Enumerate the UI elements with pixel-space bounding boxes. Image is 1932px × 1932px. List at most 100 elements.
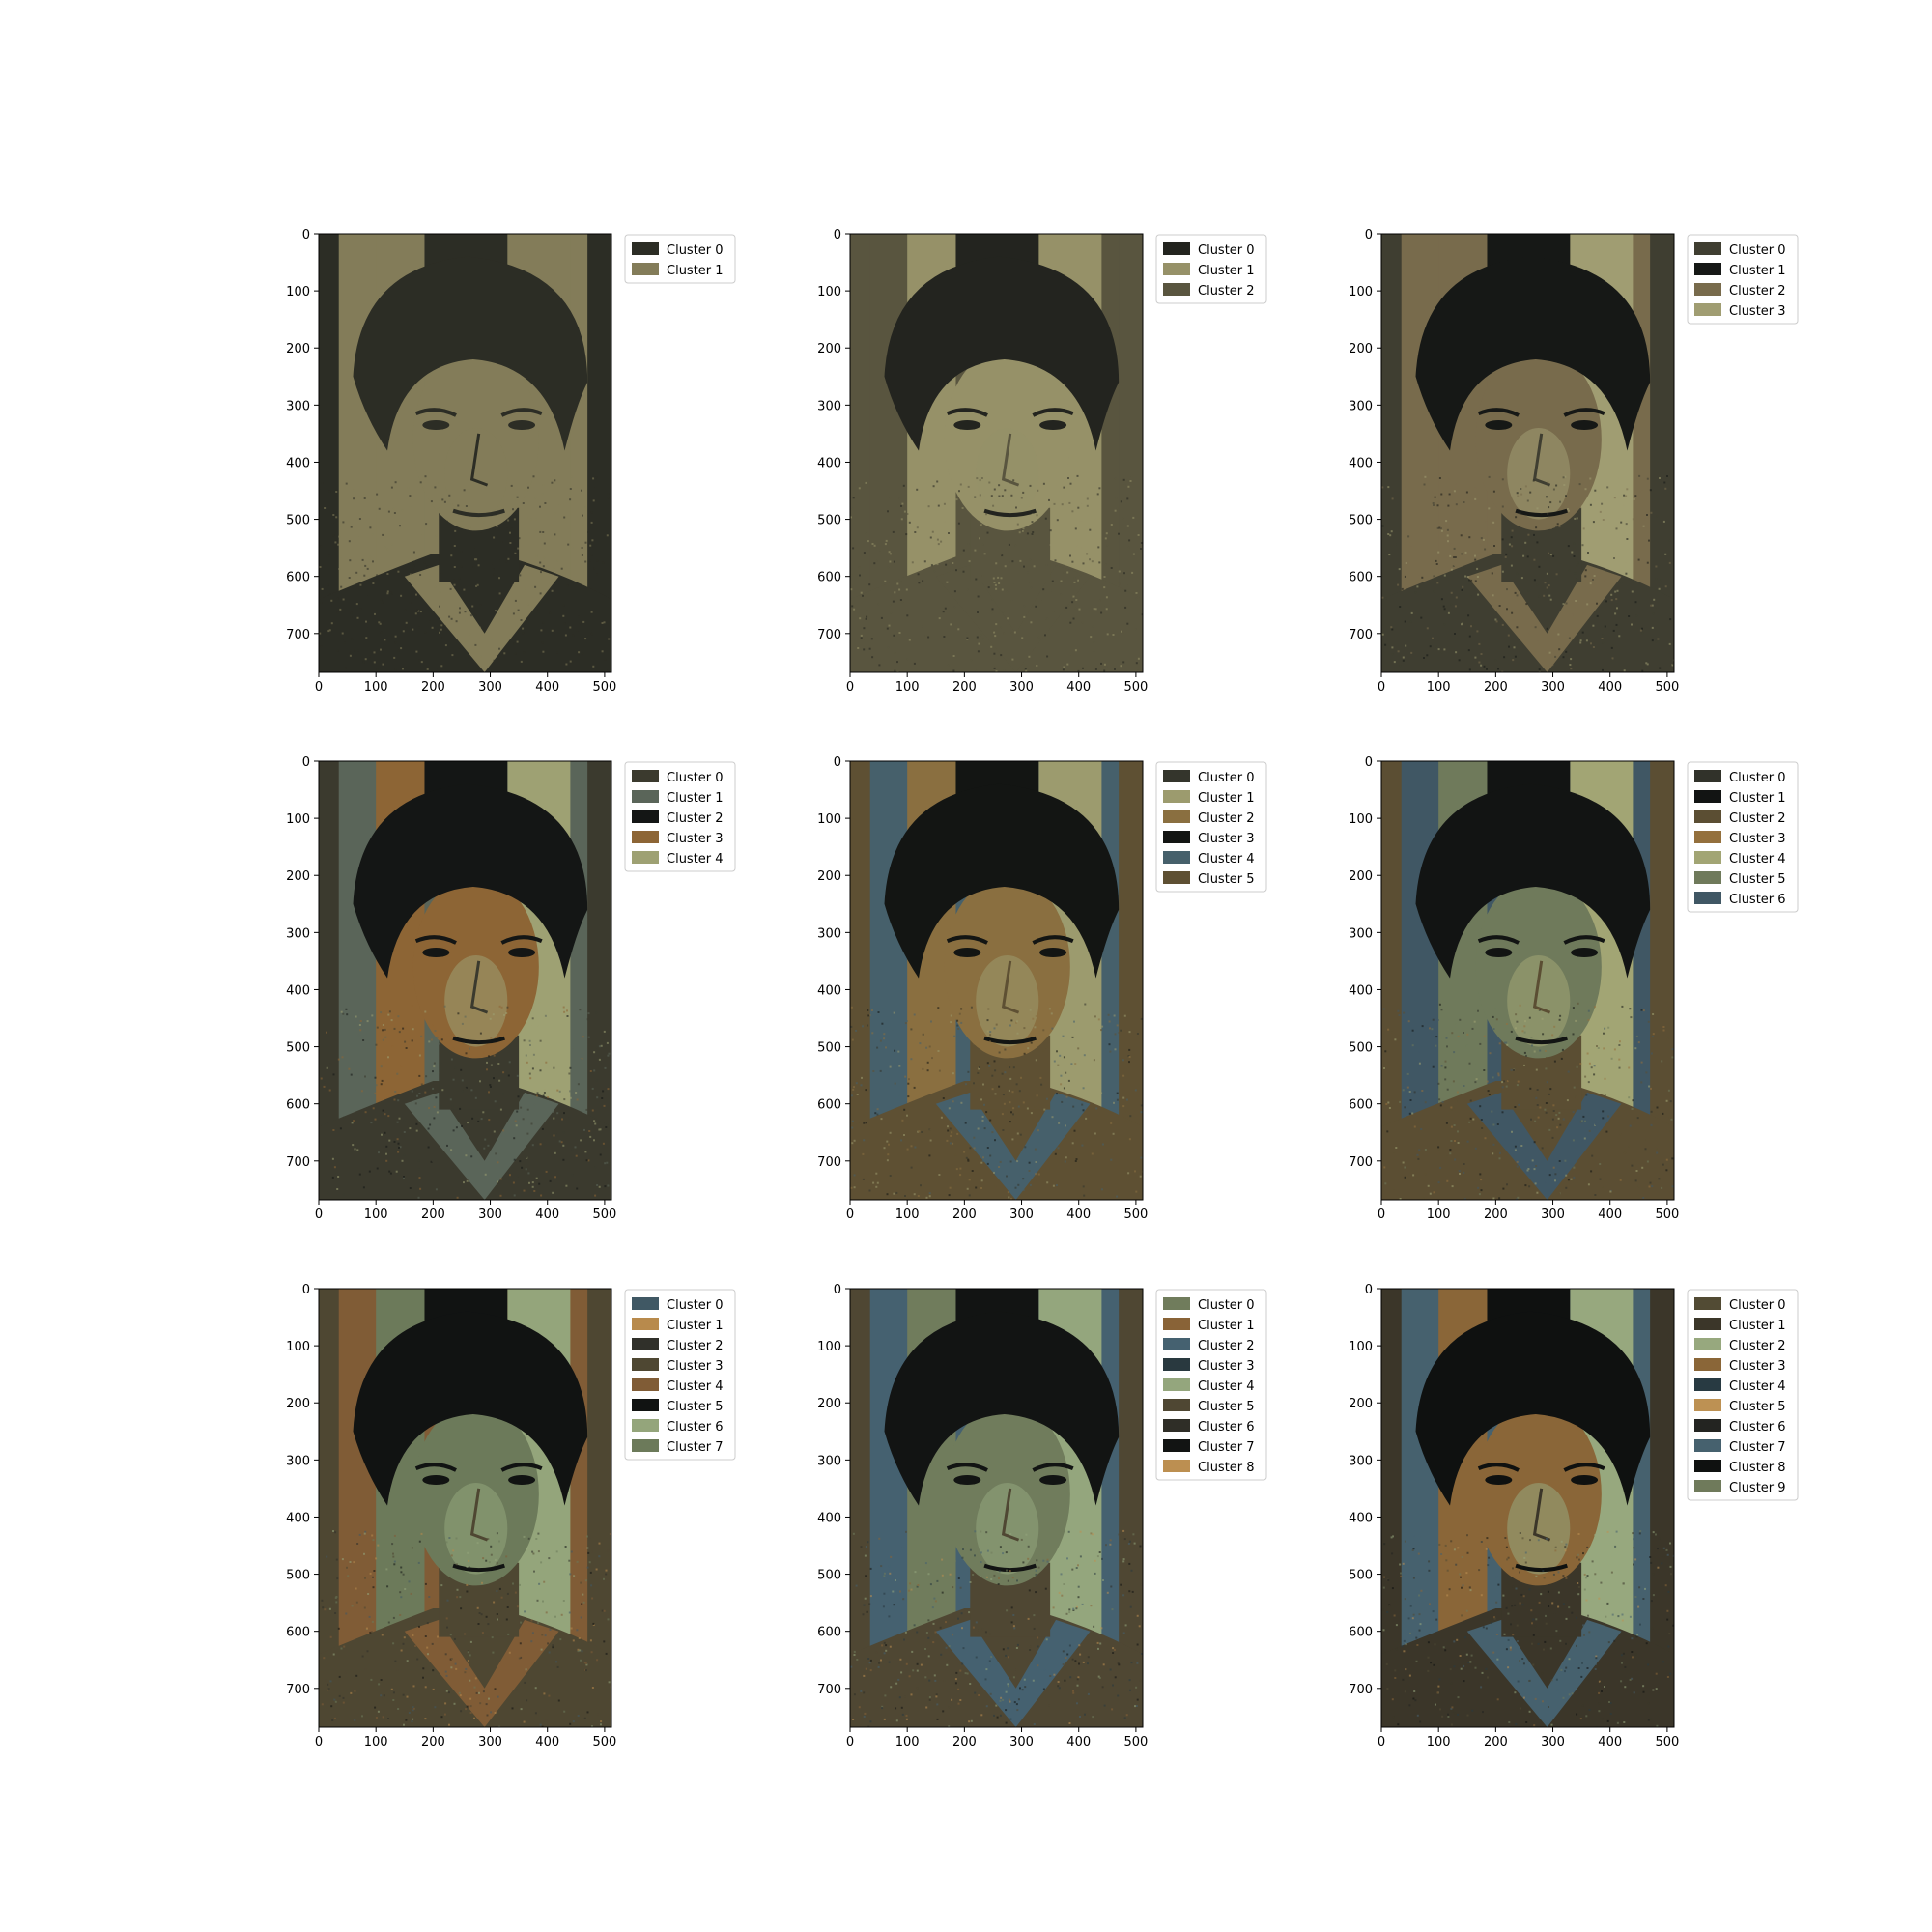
legend-swatch: [632, 1358, 659, 1371]
y-tick-label: 600: [286, 571, 310, 585]
quantized-image: [850, 234, 1143, 672]
x-tick-label: 400: [535, 1208, 559, 1222]
legend-swatch: [1163, 283, 1190, 296]
x-tick-label: 300: [1009, 1735, 1034, 1749]
y-tick-label: 400: [286, 1511, 310, 1525]
legend-label: Cluster 0: [667, 771, 724, 785]
x-tick-label: 500: [1123, 1208, 1148, 1222]
y-tick-label: 300: [817, 1454, 841, 1468]
y-tick-label: 200: [286, 869, 310, 884]
y-tick-label: 600: [286, 1098, 310, 1113]
quantized-image: [319, 1289, 611, 1727]
legend-label: Cluster 1: [1198, 1319, 1255, 1333]
y-tick-label: 700: [1349, 628, 1373, 642]
y-tick-label: 500: [817, 514, 841, 528]
legend-swatch: [1694, 892, 1721, 904]
x-tick-label: 500: [592, 1735, 616, 1749]
legend-label: Cluster 4: [667, 852, 724, 867]
legend-swatch: [632, 242, 659, 255]
subplot-2: 0 100 200 300 400 500 0 100 200 300 400 500 600 700 Cl…: [1349, 228, 1799, 695]
legend-label: Cluster 4: [1729, 1379, 1786, 1394]
y-tick-label: 500: [286, 1569, 310, 1583]
legend-label: Cluster 2: [1729, 1339, 1786, 1353]
y-tick-label: 0: [1365, 228, 1373, 242]
legend-swatch: [1694, 770, 1721, 782]
y-tick-label: 500: [1349, 1041, 1373, 1056]
y-tick-label: 700: [817, 1155, 841, 1170]
axes-frame: [1380, 233, 1675, 673]
y-tick-label: 600: [1349, 1626, 1373, 1640]
y-tick-label: 500: [1349, 514, 1373, 528]
x-tick-label: 300: [478, 680, 502, 695]
legend-label: Cluster 3: [1729, 1359, 1786, 1374]
legend-label: Cluster 5: [1729, 872, 1786, 887]
legend-label: Cluster 0: [1729, 771, 1786, 785]
legend-label: Cluster 3: [1198, 832, 1255, 846]
x-tick-label: 400: [1066, 1208, 1091, 1222]
subplot-7: 0 100 200 300 400 500 0 100 200 300 400 500 600 700 Cl…: [817, 1283, 1267, 1749]
x-tick-label: 200: [952, 1735, 977, 1749]
axes-frame: [1380, 760, 1675, 1201]
legend-swatch: [632, 790, 659, 803]
x-tick-label: 200: [1484, 680, 1508, 695]
legend-swatch: [1694, 283, 1721, 296]
legend-swatch: [1694, 1358, 1721, 1371]
legend-label: Cluster 8: [1729, 1461, 1786, 1475]
legend-swatch: [632, 1399, 659, 1411]
quantized-image: [1381, 761, 1674, 1200]
y-tick-label: 0: [302, 1283, 310, 1297]
quantized-image: [1381, 1289, 1674, 1727]
y-tick-label: 300: [1349, 926, 1373, 941]
x-tick-label: 100: [364, 1735, 388, 1749]
x-tick-label: 200: [1484, 1208, 1508, 1222]
y-tick-label: 400: [1349, 983, 1373, 998]
y-tick-label: 400: [1349, 456, 1373, 470]
legend-swatch: [1163, 242, 1190, 255]
legend-label: Cluster 2: [1729, 284, 1786, 298]
legend-swatch: [632, 831, 659, 843]
legend-label: Cluster 0: [667, 1298, 724, 1313]
y-tick-label: 400: [1349, 1511, 1373, 1525]
y-tick-label: 500: [286, 1041, 310, 1056]
y-tick-label: 400: [817, 1511, 841, 1525]
y-tick-label: 100: [286, 1340, 310, 1354]
legend-swatch: [1163, 1419, 1190, 1432]
x-tick-label: 500: [592, 1208, 616, 1222]
axes-frame: [318, 760, 612, 1201]
x-tick-label: 400: [1598, 680, 1622, 695]
x-tick-label: 200: [421, 680, 445, 695]
y-tick-label: 400: [817, 456, 841, 470]
y-tick-label: 300: [817, 926, 841, 941]
axes-frame: [849, 233, 1144, 673]
legend-label: Cluster 2: [1198, 284, 1255, 298]
y-tick-label: 100: [817, 1340, 841, 1354]
legend-label: Cluster 2: [667, 811, 724, 826]
legend-label: Cluster 6: [1729, 893, 1786, 907]
x-tick-label: 300: [1541, 1208, 1565, 1222]
y-tick-label: 300: [286, 926, 310, 941]
y-tick-label: 700: [1349, 1155, 1373, 1170]
y-tick-label: 100: [286, 285, 310, 299]
x-tick-label: 500: [592, 680, 616, 695]
y-tick-label: 700: [817, 628, 841, 642]
y-tick-label: 200: [1349, 342, 1373, 356]
legend-label: Cluster 0: [1729, 1298, 1786, 1313]
y-tick-label: 400: [286, 456, 310, 470]
legend-swatch: [632, 1439, 659, 1452]
x-tick-label: 0: [1378, 1735, 1385, 1749]
legend-label: Cluster 6: [667, 1420, 724, 1435]
y-tick-label: 300: [286, 399, 310, 413]
legend-swatch: [632, 810, 659, 823]
legend-swatch: [1163, 1439, 1190, 1452]
legend-label: Cluster 5: [1198, 1400, 1255, 1414]
legend-swatch: [632, 1338, 659, 1350]
legend-label: Cluster 1: [1198, 791, 1255, 806]
y-tick-label: 0: [1365, 755, 1373, 770]
legend-swatch: [1163, 770, 1190, 782]
y-tick-label: 0: [1365, 1283, 1373, 1297]
legend-swatch: [1163, 790, 1190, 803]
y-tick-label: 500: [817, 1041, 841, 1056]
legend-swatch: [1163, 871, 1190, 884]
legend-swatch: [1694, 1439, 1721, 1452]
legend-label: Cluster 5: [1729, 1400, 1786, 1414]
